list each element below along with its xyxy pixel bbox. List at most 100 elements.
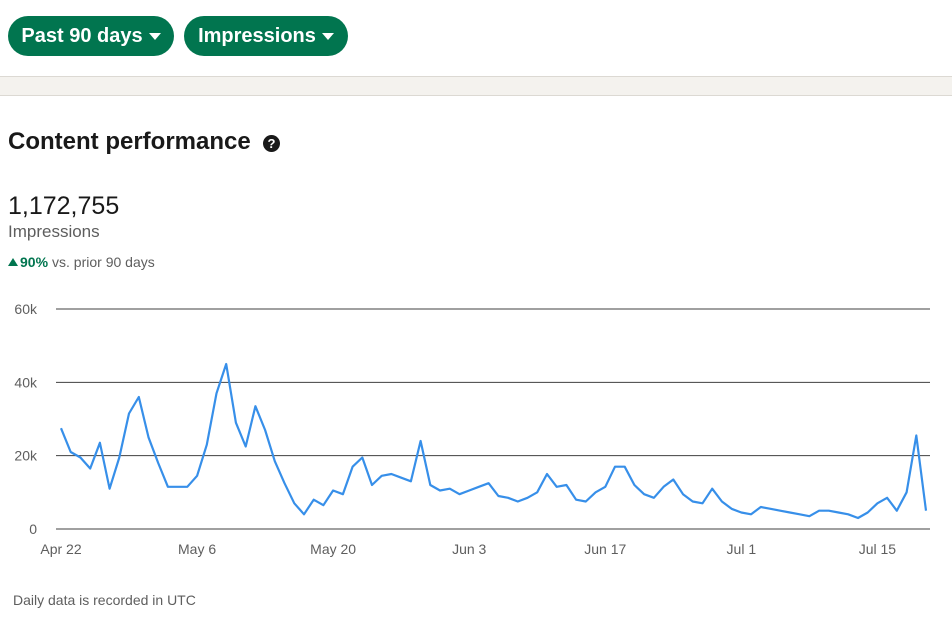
data-point[interactable] [787, 510, 793, 516]
data-point[interactable] [204, 442, 210, 448]
data-point[interactable] [602, 484, 608, 490]
data-point[interactable] [486, 480, 492, 486]
total-metric-label: Impressions [8, 222, 100, 241]
data-point[interactable] [622, 464, 628, 470]
x-tick-label: Jul 15 [859, 541, 897, 557]
data-point[interactable] [252, 403, 258, 409]
data-point[interactable] [145, 434, 151, 440]
section-title: Content performance [8, 128, 251, 155]
data-point[interactable] [359, 455, 365, 461]
data-point[interactable] [107, 486, 113, 492]
data-point[interactable] [223, 361, 229, 367]
data-point[interactable] [466, 488, 472, 494]
x-tick-label: Jul 1 [727, 541, 757, 557]
data-point[interactable] [233, 420, 239, 426]
data-point[interactable] [699, 500, 705, 506]
data-point[interactable] [806, 513, 812, 519]
data-point[interactable] [379, 473, 385, 479]
data-point[interactable] [437, 488, 443, 494]
data-point[interactable] [690, 499, 696, 505]
data-point[interactable] [476, 484, 482, 490]
data-point[interactable] [77, 455, 83, 461]
data-point[interactable] [214, 390, 220, 396]
data-point[interactable] [398, 475, 404, 481]
data-point[interactable] [670, 477, 676, 483]
data-point[interactable] [923, 508, 929, 514]
data-point[interactable] [758, 504, 764, 510]
data-point[interactable] [388, 471, 394, 477]
data-point[interactable] [612, 464, 618, 470]
data-point[interactable] [418, 438, 424, 444]
data-point[interactable] [184, 484, 190, 490]
data-point[interactable] [301, 511, 307, 517]
data-point[interactable] [495, 493, 501, 499]
data-point[interactable] [894, 508, 900, 514]
data-point[interactable] [641, 491, 647, 497]
data-point[interactable] [456, 491, 462, 497]
data-point[interactable] [194, 473, 200, 479]
data-point[interactable] [87, 466, 93, 472]
data-point[interactable] [155, 460, 161, 466]
data-point[interactable] [97, 440, 103, 446]
data-point[interactable] [330, 488, 336, 494]
data-point[interactable] [563, 482, 569, 488]
data-point[interactable] [661, 484, 667, 490]
data-point[interactable] [748, 511, 754, 517]
data-point[interactable] [874, 500, 880, 506]
data-point[interactable] [884, 495, 890, 501]
data-point[interactable] [855, 515, 861, 521]
data-point[interactable] [136, 394, 142, 400]
data-point[interactable] [350, 464, 356, 470]
data-point[interactable] [68, 449, 74, 455]
data-point[interactable] [709, 486, 715, 492]
data-point[interactable] [913, 433, 919, 439]
data-point[interactable] [369, 482, 375, 488]
data-point[interactable] [340, 491, 346, 497]
data-point[interactable] [767, 506, 773, 512]
data-point[interactable] [816, 508, 822, 514]
impressions-series-line[interactable] [59, 362, 928, 520]
data-point[interactable] [311, 497, 317, 503]
data-point[interactable] [243, 444, 249, 450]
data-point[interactable] [651, 495, 657, 501]
help-icon[interactable]: ? [263, 135, 280, 152]
data-point[interactable] [427, 482, 433, 488]
data-point[interactable] [777, 508, 783, 514]
divider [0, 95, 952, 96]
metric-dropdown[interactable]: Impressions [184, 16, 348, 56]
x-tick-label: Jun 3 [452, 541, 486, 557]
data-point[interactable] [797, 511, 803, 517]
data-point[interactable] [836, 510, 842, 516]
data-point[interactable] [282, 480, 288, 486]
data-point[interactable] [573, 497, 579, 503]
data-point[interactable] [719, 499, 725, 505]
data-point[interactable] [593, 489, 599, 495]
data-point[interactable] [165, 484, 171, 490]
data-point[interactable] [126, 411, 132, 417]
data-point[interactable] [116, 455, 122, 461]
date-range-dropdown[interactable]: Past 90 days [8, 16, 174, 56]
data-point[interactable] [845, 511, 851, 517]
data-point[interactable] [58, 425, 64, 431]
data-point[interactable] [525, 495, 531, 501]
data-point[interactable] [272, 458, 278, 464]
data-point[interactable] [408, 478, 414, 484]
data-point[interactable] [515, 499, 521, 505]
data-point[interactable] [904, 489, 910, 495]
data-point[interactable] [291, 500, 297, 506]
data-point[interactable] [729, 506, 735, 512]
data-point[interactable] [554, 484, 560, 490]
data-point[interactable] [680, 491, 686, 497]
data-point[interactable] [447, 486, 453, 492]
data-point[interactable] [175, 484, 181, 490]
data-point[interactable] [738, 510, 744, 516]
data-point[interactable] [534, 489, 540, 495]
data-point[interactable] [262, 427, 268, 433]
data-point[interactable] [544, 471, 550, 477]
data-point[interactable] [505, 495, 511, 501]
data-point[interactable] [631, 482, 637, 488]
data-point[interactable] [826, 508, 832, 514]
data-point[interactable] [320, 502, 326, 508]
data-point[interactable] [583, 499, 589, 505]
data-point[interactable] [865, 510, 871, 516]
